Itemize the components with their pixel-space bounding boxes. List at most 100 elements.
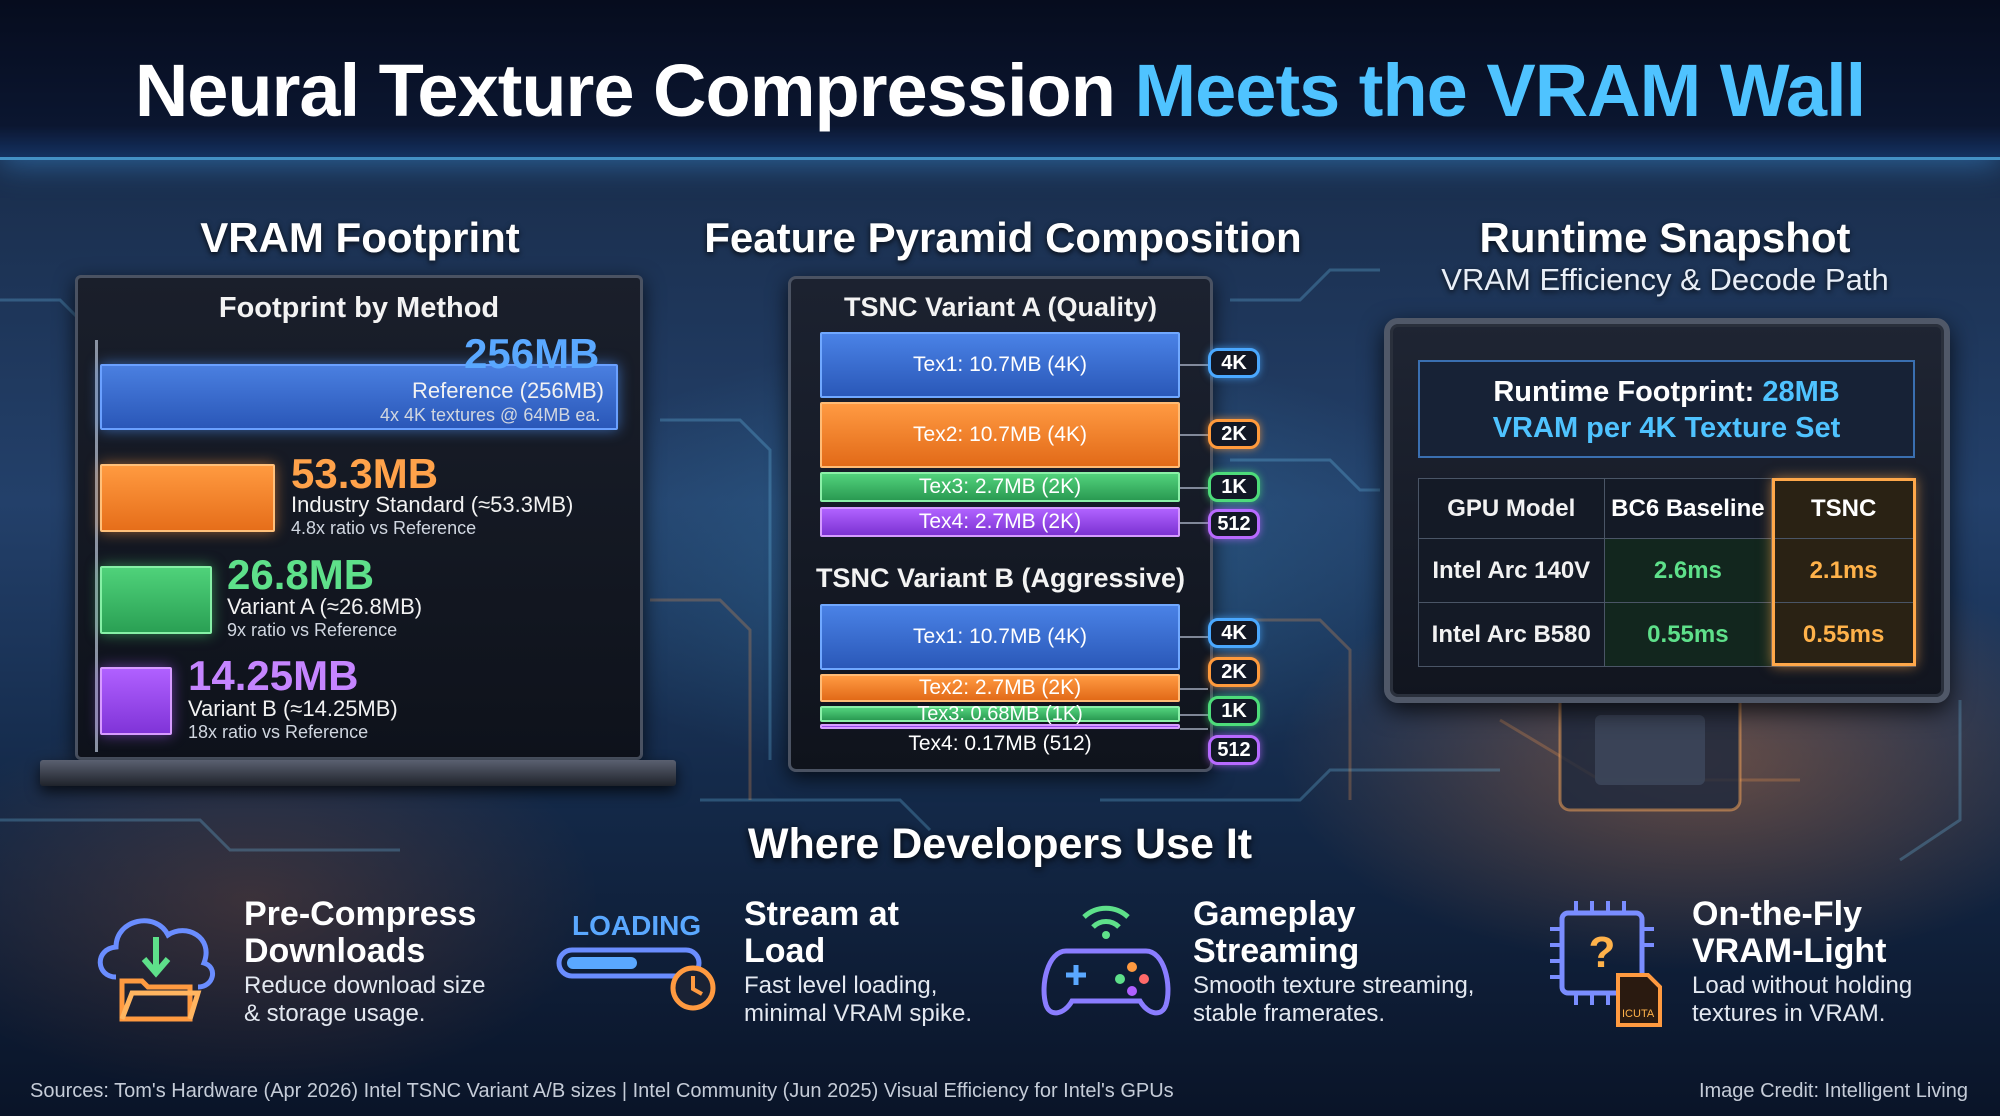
variant-b-tex1: Tex1: 10.7MB (4K)	[820, 604, 1180, 670]
note-industry-standard: 4.8x ratio vs Reference	[291, 518, 477, 538]
runtime-footprint-value: 28MB	[1762, 376, 1840, 408]
variant-a-res-badge: 512	[1208, 509, 1260, 539]
title-part-2: Meets the VRAM Wall	[1134, 49, 1867, 132]
variant-a-tex1: Tex1: 10.7MB (4K)	[820, 332, 1180, 398]
label-industry-standard: Industry Standard (≈53.3MB)	[291, 492, 574, 517]
value-variant-b: 14.25MB	[188, 652, 359, 699]
use-item-3-desc-line2: stable framerates.	[1193, 1000, 1386, 1027]
header-banner	[0, 0, 2000, 160]
variant-a-tex2: Tex2: 10.7MB (4K)	[820, 402, 1180, 468]
use-item-1-title-line2: Downloads	[244, 932, 426, 970]
table-cell-bc6: 2.6ms	[1603, 538, 1773, 603]
use-item-3-title-line1: Gameplay	[1193, 895, 1356, 933]
section-title-runtime: Runtime Snapshot	[1479, 214, 1851, 261]
gpu-decode-table: GPU Model BC6 Baseline TSNC Intel Arc 14…	[1418, 478, 1916, 667]
use-item-4-desc-line1: Load without holding	[1692, 972, 1913, 999]
label-variant-a: Variant A (≈26.8MB)	[227, 594, 423, 619]
sources-footer: Sources: Tom's Hardware (Apr 2026) Intel…	[30, 1080, 1174, 1102]
use-item-4-desc-line2: textures in VRAM.	[1692, 1000, 1886, 1027]
use-item-4-title-line1: On-the-Fly	[1692, 895, 1862, 933]
chip-file-label: ICUTA	[1622, 1008, 1655, 1020]
footprint-heading: Footprint by Method	[218, 292, 500, 324]
section-subtitle-runtime: VRAM Efficiency & Decode Path	[1441, 262, 1889, 297]
variant-b-res-badge: 4K	[1208, 618, 1260, 648]
use-item-2-desc: Fast level loading, minimal VRAM spike.	[744, 972, 972, 1028]
loading-label: LOADING	[572, 910, 702, 941]
use-item-4-title-line2: VRAM-Light	[1692, 932, 1887, 970]
use-item-4-title: On-the-Fly VRAM-Light	[1692, 896, 1887, 970]
value-variant-a: 26.8MB	[227, 551, 375, 598]
connector	[1180, 636, 1208, 638]
variant-a-res-badge: 4K	[1208, 348, 1260, 378]
runtime-footprint-line2: VRAM per 4K Texture Set	[1492, 412, 1841, 444]
table-header: GPU Model	[1418, 478, 1605, 539]
table-cell-bc6: 0.55ms	[1603, 602, 1773, 667]
table-header: TSNC	[1771, 478, 1916, 539]
table-row: Intel Arc B580 0.55ms 0.55ms	[1418, 602, 1916, 667]
use-item-2-title-line1: Stream at	[744, 895, 899, 933]
table-header: BC6 Baseline	[1603, 478, 1773, 539]
bar-variant-b	[100, 667, 172, 735]
use-item-2-title-line2: Load	[744, 932, 826, 970]
table-cell-tsnc: 0.55ms	[1771, 602, 1916, 667]
variant-b-title: TSNC Variant B (Aggressive)	[815, 563, 1186, 593]
value-reference: 256MB	[464, 330, 600, 377]
connector	[1180, 434, 1208, 436]
variant-b-res-badge: 512	[1208, 735, 1260, 765]
use-item-1-title-line1: Pre-Compress	[244, 895, 477, 933]
chip-question-icon: ?	[1550, 901, 1662, 1027]
connector	[1180, 688, 1208, 690]
section-title-vram: VRAM Footprint	[200, 214, 520, 261]
note-variant-b: 18x ratio vs Reference	[188, 722, 369, 742]
runtime-footprint-box: Runtime Footprint: 28MB VRAM per 4K Text…	[1418, 360, 1915, 458]
section-title-pyramid: Feature Pyramid Composition	[704, 214, 1302, 261]
use-item-3-desc-line1: Smooth texture streaming,	[1193, 972, 1475, 999]
use-item-3-title-line2: Streaming	[1193, 932, 1360, 970]
variant-a-tex3: Tex3: 2.7MB (2K)	[820, 472, 1180, 502]
image-credit: Image Credit: Intelligent Living	[1698, 1080, 1968, 1102]
value-industry-standard: 53.3MB	[291, 450, 439, 497]
variant-b-tex2: Tex2: 2.7MB (2K)	[820, 674, 1180, 702]
variant-b-tex4: Tex4: 0.17MB (512)	[908, 732, 1092, 755]
table-cell-gpu: Intel Arc B580	[1418, 602, 1605, 667]
use-item-3-desc: Smooth texture streaming, stable framera…	[1193, 972, 1474, 1028]
svg-text:?: ?	[1589, 928, 1616, 977]
variant-b-tex3: Tex3: 0.68MB (1K)	[820, 703, 1180, 725]
connector	[1180, 487, 1208, 489]
use-item-1-title: Pre-Compress Downloads	[244, 896, 476, 970]
use-item-1-desc-line1: Reduce download size	[244, 972, 486, 999]
label-reference: Reference (256MB)	[412, 378, 604, 403]
table-header-row: GPU Model BC6 Baseline TSNC	[1418, 478, 1916, 539]
connector	[1180, 728, 1208, 730]
use-item-2-desc-line1: Fast level loading,	[744, 972, 938, 999]
label-variant-b: Variant B (≈14.25MB)	[188, 696, 398, 721]
bar-industry-standard	[100, 464, 275, 532]
loading-bar-icon	[556, 947, 716, 1011]
runtime-footprint-line1: Runtime Footprint: 28MB	[1420, 376, 1913, 409]
bar-reference	[100, 364, 618, 430]
gamepad-icon	[1041, 905, 1171, 1016]
page-title: Neural Texture Compression Meets the VRA…	[0, 48, 2000, 133]
use-item-3-title: Gameplay Streaming	[1193, 896, 1359, 970]
table-cell-gpu: Intel Arc 140V	[1418, 538, 1605, 603]
title-part-1: Neural Texture Compression	[134, 49, 1116, 132]
connector	[1180, 522, 1208, 524]
use-item-1-desc-line2: & storage usage.	[244, 1000, 426, 1027]
table-cell-tsnc: 2.1ms	[1771, 538, 1916, 603]
table-row: Intel Arc 140V 2.6ms 2.1ms	[1418, 538, 1916, 603]
cloud-download-icon	[97, 918, 215, 1022]
use-item-2-title: Stream at Load	[744, 896, 899, 970]
variant-b-tex4-bar	[820, 724, 1180, 729]
variant-a-res-badge: 1K	[1208, 472, 1260, 502]
use-item-4-desc: Load without holding textures in VRAM.	[1692, 972, 1912, 1028]
note-variant-a: 9x ratio vs Reference	[227, 620, 398, 640]
variant-a-tex4: Tex4: 2.7MB (2K)	[820, 507, 1180, 537]
variant-a-res-badge: 2K	[1208, 419, 1260, 449]
note-reference: 4x 4K textures @ 64MB ea.	[380, 405, 601, 425]
variant-b-res-badge: 1K	[1208, 696, 1260, 726]
variant-b-res-badge: 2K	[1208, 657, 1260, 687]
bar-variant-a	[100, 566, 212, 634]
connector	[1180, 364, 1208, 366]
use-item-2-desc-line2: minimal VRAM spike.	[744, 1000, 973, 1027]
where-title: Where Developers Use It	[747, 820, 1253, 868]
